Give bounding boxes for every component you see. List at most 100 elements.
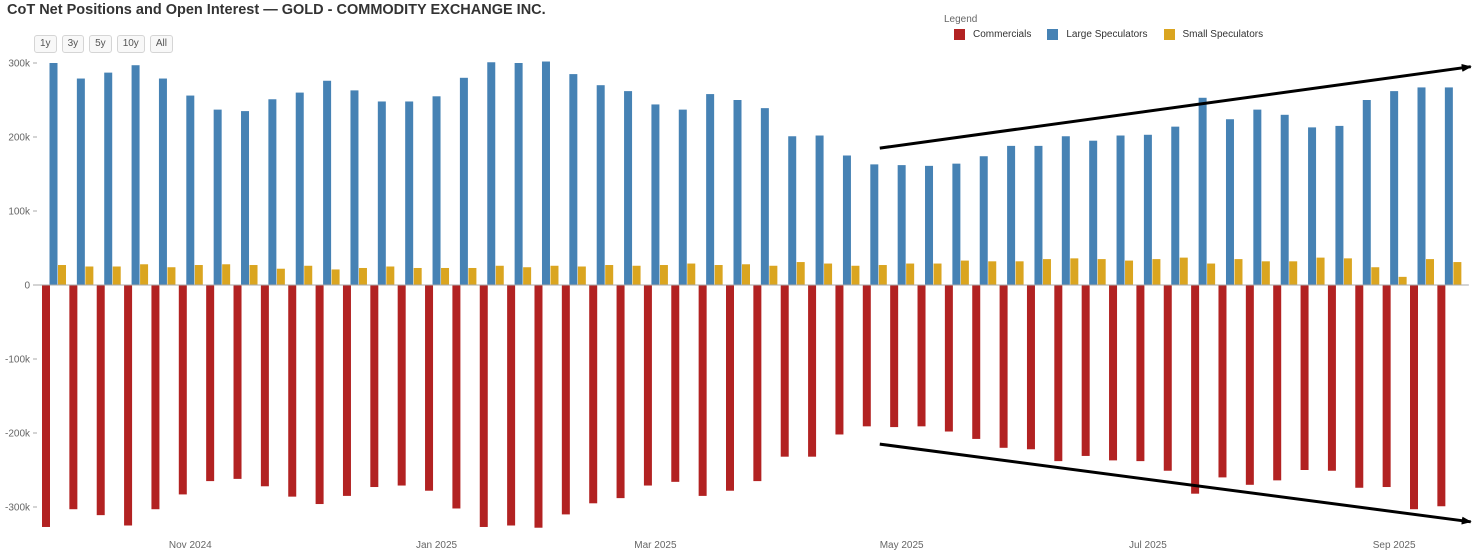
range-5y-button[interactable]: 5y xyxy=(89,35,112,53)
bar-commercials xyxy=(1054,285,1063,462)
y-tick-label: -200k xyxy=(5,429,31,440)
bar-large-speculators xyxy=(541,61,550,285)
legend-swatch-small-speculators xyxy=(1163,29,1175,40)
bar-large-speculators xyxy=(213,109,222,286)
bar-large-speculators xyxy=(241,111,250,285)
bar-commercials xyxy=(1410,285,1418,510)
bar-large-speculators xyxy=(1444,87,1453,285)
bar-large-speculators xyxy=(1308,127,1317,285)
bar-small-speculators xyxy=(769,265,778,285)
bar-commercials xyxy=(1163,285,1172,471)
bar-small-speculators xyxy=(1179,257,1188,285)
trend-arrow-down xyxy=(879,442,1472,525)
legend-item-commercials[interactable]: Commercials xyxy=(954,29,1031,40)
range-1y-button[interactable]: 1y xyxy=(34,35,57,53)
range-all-button[interactable]: All xyxy=(149,35,173,53)
bar-small-speculators xyxy=(194,265,203,285)
range-selector: 1y 3y 5y 10y All xyxy=(34,35,173,53)
bar-small-speculators xyxy=(85,266,94,285)
bar-large-speculators xyxy=(350,90,359,285)
bar-large-speculators xyxy=(268,99,277,285)
bar-commercials xyxy=(315,285,324,505)
bar-small-speculators xyxy=(441,267,450,285)
bar-commercials xyxy=(753,285,762,482)
y-axis: 300k 200k 100k 0 -100k -200k -300k xyxy=(5,59,37,514)
bar-commercials xyxy=(862,285,871,427)
bar-commercials xyxy=(96,285,105,516)
bar-large-speculators xyxy=(1143,134,1152,285)
bar-small-speculators xyxy=(577,266,586,285)
bar-small-speculators xyxy=(249,265,258,285)
bar-small-speculators xyxy=(304,265,313,285)
legend-item-small-speculators[interactable]: Small Speculators xyxy=(1163,29,1263,40)
bar-commercials xyxy=(425,285,434,491)
bar-commercials xyxy=(561,285,570,515)
bar-small-speculators xyxy=(1289,261,1298,285)
bar-small-speculators xyxy=(824,263,833,285)
bar-commercials xyxy=(1109,285,1118,461)
bar-small-speculators xyxy=(605,265,614,285)
legend-swatch-commercials xyxy=(954,29,965,40)
bar-small-speculators xyxy=(659,265,668,285)
bar-small-speculators xyxy=(358,267,367,285)
y-tick-label: 0 xyxy=(24,281,30,292)
bar-large-speculators xyxy=(925,165,934,285)
bar-commercials xyxy=(1273,285,1282,481)
bar-commercials xyxy=(808,285,817,457)
bar-small-speculators xyxy=(933,263,942,285)
legend-title: Legend xyxy=(944,14,978,25)
chart-title: CoT Net Positions and Open Interest — GO… xyxy=(7,2,546,18)
bar-commercials xyxy=(233,285,242,479)
bar-large-speculators xyxy=(1253,109,1262,286)
x-tick-label: Sep 2025 xyxy=(1373,540,1416,551)
bar-small-speculators xyxy=(906,263,915,285)
y-tick-label: -100k xyxy=(5,355,31,366)
bar-small-speculators xyxy=(468,267,477,285)
bar-large-speculators xyxy=(1007,145,1016,285)
bar-small-speculators xyxy=(988,261,997,285)
bar-large-speculators xyxy=(49,63,58,285)
bar-small-speculators xyxy=(960,260,969,285)
bar-large-speculators xyxy=(186,95,195,285)
bar-commercials xyxy=(698,285,707,496)
y-tick-label: -300k xyxy=(5,503,31,514)
bar-small-speculators xyxy=(495,265,504,285)
bar-commercials xyxy=(1136,285,1145,462)
bar-large-speculators xyxy=(897,165,906,285)
range-3y-button[interactable]: 3y xyxy=(61,35,85,53)
bar-commercials xyxy=(206,285,215,482)
bar-small-speculators xyxy=(1398,276,1407,285)
bar-small-speculators xyxy=(1042,259,1051,285)
bar-small-speculators xyxy=(687,263,696,285)
bar-commercials xyxy=(1300,285,1309,470)
bar-commercials xyxy=(1382,285,1391,488)
bar-large-speculators xyxy=(1061,136,1070,285)
bar-small-speculators xyxy=(112,266,121,285)
bar-large-speculators xyxy=(1116,135,1125,285)
bar-large-speculators xyxy=(377,101,386,285)
bar-small-speculators xyxy=(1261,261,1270,285)
bar-commercials xyxy=(835,285,844,435)
bar-small-speculators xyxy=(742,264,750,285)
bar-commercials xyxy=(178,285,187,495)
bar-large-speculators xyxy=(651,104,660,285)
bar-large-speculators xyxy=(76,78,85,285)
bar-large-speculators xyxy=(596,85,605,285)
bar-commercials xyxy=(999,285,1008,448)
bar-large-speculators xyxy=(131,65,140,285)
legend-item-large-speculators[interactable]: Large Speculators xyxy=(1047,29,1148,40)
range-10y-button[interactable]: 10y xyxy=(116,35,145,53)
legend: Legend Commercials Large Speculators Sma… xyxy=(944,14,1263,40)
bar-small-speculators xyxy=(851,265,860,285)
bar-small-speculators xyxy=(386,266,395,285)
bar-large-speculators xyxy=(760,108,769,285)
bar-commercials xyxy=(589,285,598,504)
bar-small-speculators xyxy=(331,269,340,285)
bar-commercials xyxy=(917,285,926,427)
bar-commercials xyxy=(780,285,789,457)
bar-small-speculators xyxy=(796,262,805,285)
bar-commercials xyxy=(1327,285,1336,471)
bar-large-speculators xyxy=(514,63,523,285)
bar-large-speculators xyxy=(1390,91,1399,286)
bar-small-speculators xyxy=(714,265,723,285)
